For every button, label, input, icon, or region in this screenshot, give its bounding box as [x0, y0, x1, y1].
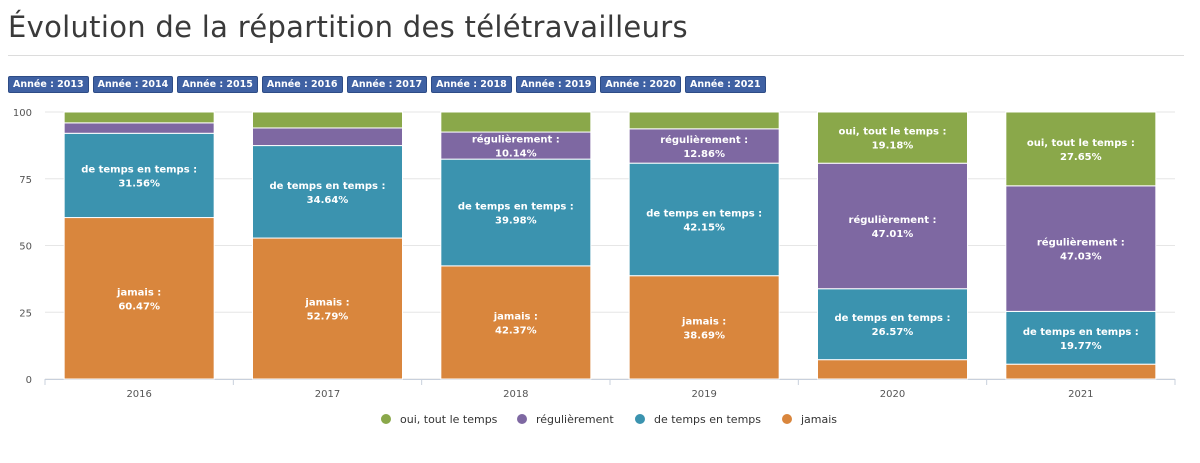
x-tick-label: 2018: [503, 389, 528, 400]
segment-name-label: oui, tout le temps :: [839, 127, 947, 138]
x-tick-label: 2017: [315, 389, 340, 400]
segment-name-label: jamais :: [493, 311, 538, 322]
segment-value-label: 52.79%: [307, 312, 349, 323]
bar-segment-jamais-2019[interactable]: [628, 275, 780, 380]
legend-marker: [635, 414, 645, 424]
bar-segment-oui-tout-le-temps-2018[interactable]: [440, 111, 592, 133]
legend-label: jamais: [800, 413, 837, 426]
bar-segment-jamais-2018[interactable]: [440, 265, 592, 380]
year-filter-bar: Année : 2013 Année : 2014 Année : 2015 A…: [8, 76, 766, 93]
x-tick-label: 2021: [1068, 389, 1093, 400]
bar-segment-jamais-2016[interactable]: [63, 217, 215, 380]
segment-name-label: de temps en temps :: [270, 181, 386, 192]
year-filter-2019[interactable]: Année : 2019: [515, 76, 597, 93]
y-tick-label: 50: [19, 242, 32, 253]
segment-name-label: oui, tout le temps :: [1027, 138, 1135, 149]
bar-segment-oui-tout-le-temps-2016[interactable]: [63, 111, 215, 124]
legend-item-de-temps-en-temps[interactable]: de temps en temps: [635, 413, 761, 426]
y-tick-label: 25: [19, 308, 32, 319]
bar-segment-jamais-2017[interactable]: [252, 237, 403, 380]
legend-item-oui-tout-le-temps[interactable]: oui, tout le temps: [381, 413, 498, 426]
bar-segment-oui-tout-le-temps-2019[interactable]: [628, 111, 780, 130]
segment-name-label: jamais :: [681, 316, 726, 327]
segment-value-label: 31.56%: [118, 178, 160, 189]
title-divider: [8, 55, 1184, 56]
x-tick-label: 2019: [691, 389, 716, 400]
bar-segment-oui-tout-le-temps-2017[interactable]: [252, 111, 403, 129]
segment-value-label: 42.15%: [683, 222, 725, 233]
segment-name-label: régulièrement :: [660, 134, 748, 146]
bar-segment-regulierement-2016[interactable]: [63, 122, 215, 134]
y-tick-label: 0: [26, 375, 32, 386]
legend-marker: [782, 414, 792, 424]
segment-name-label: jamais :: [304, 298, 349, 309]
year-filter-2020[interactable]: Année : 2020: [600, 76, 681, 93]
segment-value-label: 34.64%: [307, 195, 349, 206]
bar-segment-de-temps-en-temps-2018[interactable]: [440, 158, 592, 267]
bar-segment-oui-tout-le-temps-2020[interactable]: [817, 111, 968, 164]
segment-value-label: 10.14%: [495, 149, 537, 160]
segment-value-label: 19.77%: [1060, 341, 1102, 352]
segment-name-label: régulièrement :: [849, 214, 937, 226]
year-filter-2017[interactable]: Année : 2017: [346, 76, 428, 93]
y-tick-label: 100: [13, 108, 32, 119]
legend-label: régulièrement: [536, 413, 614, 426]
page-title: Évolution de la répartition des télétrav…: [8, 10, 688, 44]
y-tick-label: 75: [19, 175, 32, 186]
bar-segment-regulierement-2019[interactable]: [628, 128, 780, 164]
segment-value-label: 60.47%: [118, 301, 160, 312]
segment-value-label: 12.86%: [683, 149, 725, 160]
segment-value-label: 27.65%: [1060, 152, 1102, 163]
bar-segment-oui-tout-le-temps-2021[interactable]: [1005, 111, 1157, 187]
segment-value-label: 39.98%: [495, 215, 537, 226]
bar-segment-de-temps-en-temps-2017[interactable]: [252, 145, 403, 239]
segment-name-label: de temps en temps :: [835, 313, 951, 324]
stacked-bar-chart: 0 25 50 75 100 jamais : 60.47% de temps en temp…: [13, 108, 1176, 426]
segment-name-label: de temps en temps :: [81, 164, 197, 175]
year-filter-2014[interactable]: Année : 2014: [92, 76, 174, 93]
bar-segment-regulierement-2020[interactable]: [817, 162, 968, 290]
x-tick-label: 2020: [880, 389, 905, 400]
legend-item-jamais[interactable]: jamais: [782, 413, 837, 426]
x-tick-label: 2016: [126, 389, 151, 400]
year-filter-2013[interactable]: Année : 2013: [8, 76, 89, 93]
bar-segment-de-temps-en-temps-2019[interactable]: [628, 162, 780, 277]
legend-item-regulierement[interactable]: régulièrement: [517, 413, 614, 426]
segment-name-label: jamais :: [116, 287, 161, 298]
year-filter-2018[interactable]: Année : 2018: [431, 76, 512, 93]
bar-segment-de-temps-en-temps-2016[interactable]: [63, 132, 215, 219]
bar-segment-de-temps-en-temps-2021[interactable]: [1005, 310, 1157, 365]
legend-label: oui, tout le temps: [400, 413, 498, 426]
segment-name-label: de temps en temps :: [458, 201, 574, 212]
segment-value-label: 42.37%: [495, 325, 537, 336]
segment-value-label: 19.18%: [872, 141, 914, 152]
bar-segment-jamais-2020[interactable]: [817, 359, 968, 380]
bar-segment-jamais-2021[interactable]: [1005, 363, 1157, 380]
year-filter-2015[interactable]: Année : 2015: [177, 76, 258, 93]
legend-label: de temps en temps: [654, 413, 761, 426]
segment-value-label: 26.57%: [872, 327, 914, 338]
year-filter-2021[interactable]: Année : 2021: [685, 76, 766, 93]
bar-segment-regulierement-2017[interactable]: [252, 127, 403, 147]
segment-value-label: 38.69%: [683, 330, 725, 341]
segment-name-label: régulièrement :: [472, 134, 560, 146]
segment-value-label: 47.03%: [1060, 252, 1102, 263]
year-filter-2016[interactable]: Année : 2016: [261, 76, 343, 93]
legend-marker: [517, 414, 527, 424]
bar-segment-regulierement-2021[interactable]: [1005, 185, 1157, 312]
segment-name-label: de temps en temps :: [646, 208, 762, 219]
segment-value-label: 47.01%: [872, 229, 914, 240]
segment-name-label: régulièrement :: [1037, 237, 1125, 249]
segment-name-label: de temps en temps :: [1023, 327, 1139, 338]
legend-marker: [381, 414, 391, 424]
bar-segment-de-temps-en-temps-2020[interactable]: [817, 288, 968, 361]
